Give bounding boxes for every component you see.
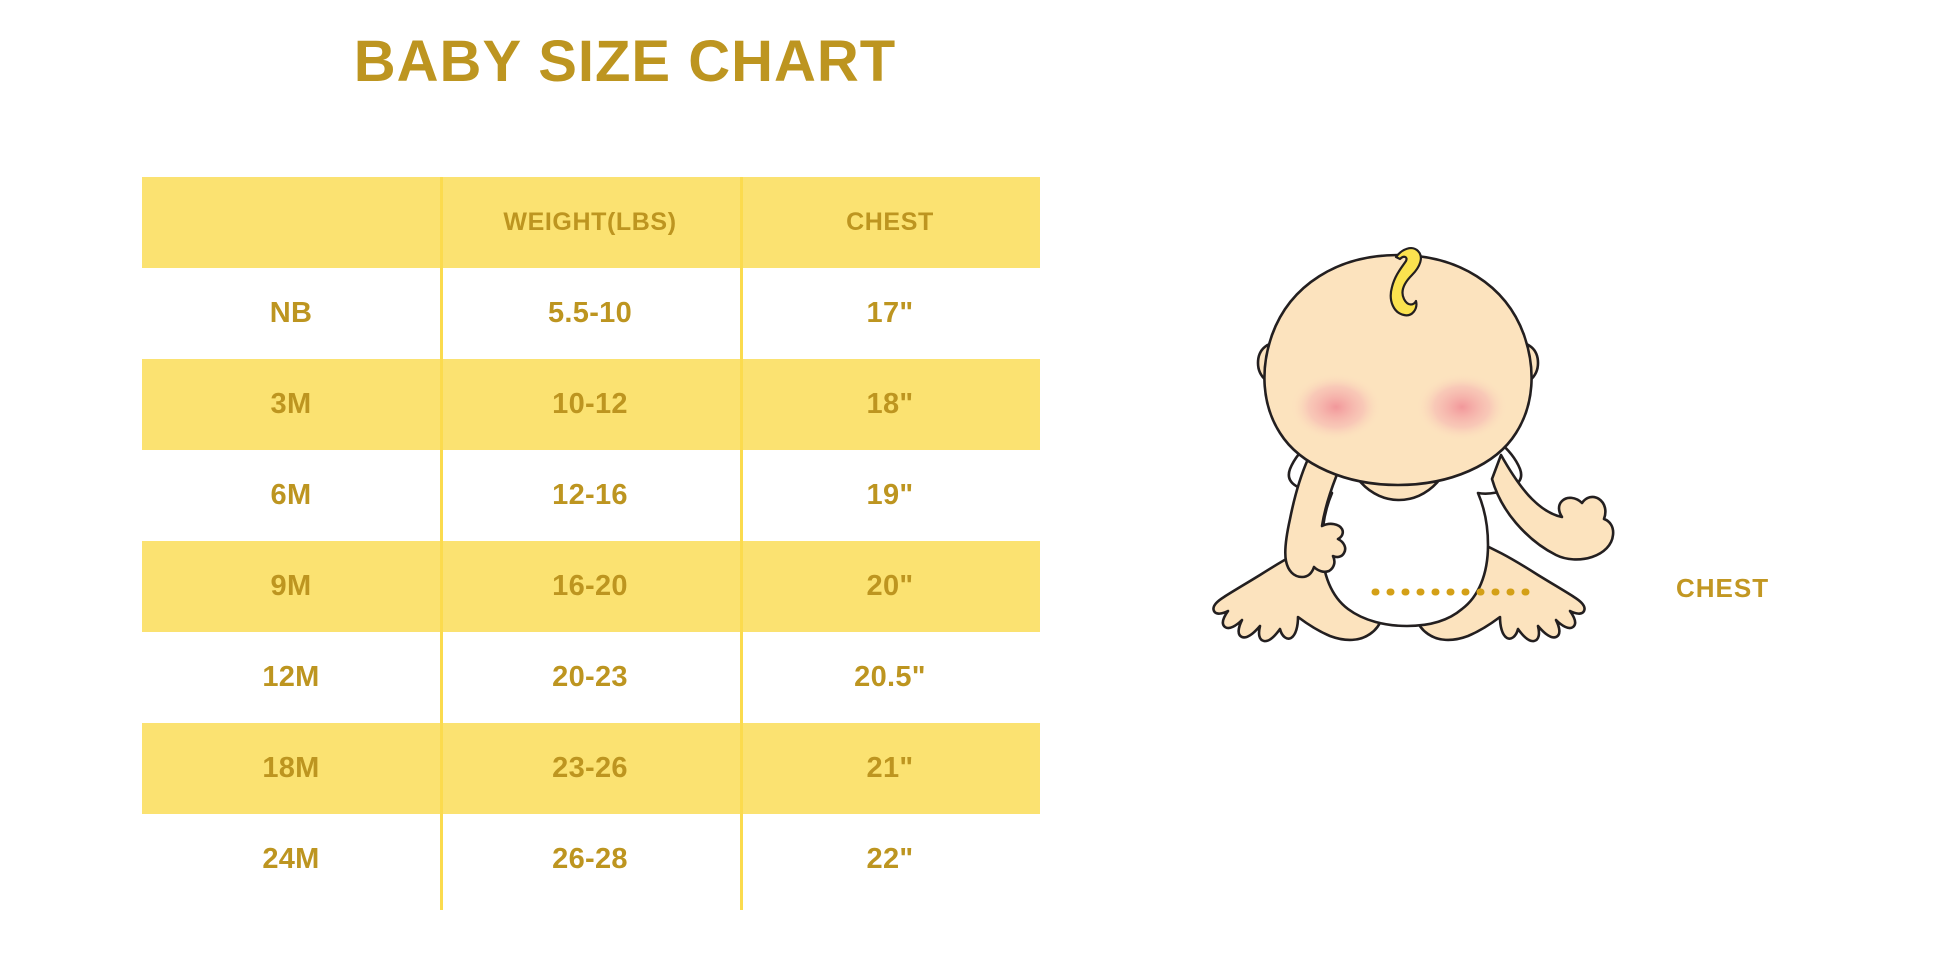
header-chest: CHEST	[846, 208, 934, 236]
cell-weight: 20-23	[552, 661, 628, 693]
cell-weight: 10-12	[552, 388, 628, 420]
column-divider-2	[740, 177, 743, 910]
table-row: 3M 10-12 18"	[142, 359, 1040, 450]
baby-right-arm	[1490, 453, 1615, 561]
page-title: BABY SIZE CHART	[353, 29, 897, 94]
cell-weight: 23-26	[552, 752, 628, 784]
cell-chest: 18"	[866, 388, 914, 420]
cell-weight: 26-28	[552, 843, 628, 875]
header-size	[142, 177, 440, 268]
cell-size: 3M	[270, 388, 312, 420]
baby-left-arm	[1283, 455, 1347, 579]
cell-size: 18M	[262, 752, 320, 784]
baby-illustration	[1190, 245, 1690, 675]
cell-chest: 20"	[866, 570, 914, 602]
table-row: 18M 23-26 21"	[142, 723, 1040, 814]
cell-chest: 22"	[866, 843, 914, 875]
cell-weight: 12-16	[552, 479, 628, 511]
table-body: NB 5.5-10 17" 3M 10-12 18" 6M 12-16 19" 9M 16-20 20…	[142, 268, 1040, 905]
cell-chest: 19"	[866, 479, 914, 511]
baby-cheeks	[1290, 373, 1508, 441]
cell-weight: 16-20	[552, 570, 628, 602]
cell-chest: 17"	[866, 297, 914, 329]
table-row: 9M 16-20 20"	[142, 541, 1040, 632]
cell-size: 6M	[270, 479, 312, 511]
table-row: NB 5.5-10 17"	[142, 268, 1040, 359]
table-row: 12M 20-23 20.5"	[142, 632, 1040, 723]
cell-size: 12M	[262, 661, 320, 693]
cell-size: NB	[269, 297, 313, 329]
cell-weight: 5.5-10	[547, 297, 633, 329]
column-divider-1	[440, 177, 443, 910]
baby-hair-curl	[1389, 247, 1422, 317]
cell-size: 9M	[270, 570, 312, 602]
table-row: 24M 26-28 22"	[142, 814, 1040, 905]
cell-size: 24M	[262, 843, 320, 875]
baby-size-table: WEIGHT(LBS) CHEST NB 5.5-10 17" 3M 10-12 18" 6…	[142, 177, 1040, 905]
cell-chest: 21"	[866, 752, 914, 784]
cell-chest: 20.5"	[854, 661, 926, 693]
table-header-row: WEIGHT(LBS) CHEST	[142, 177, 1040, 268]
table-row: 6M 12-16 19"	[142, 450, 1040, 541]
header-weight: WEIGHT(LBS)	[503, 208, 677, 236]
chest-measure-label: CHEST	[1676, 573, 1770, 603]
